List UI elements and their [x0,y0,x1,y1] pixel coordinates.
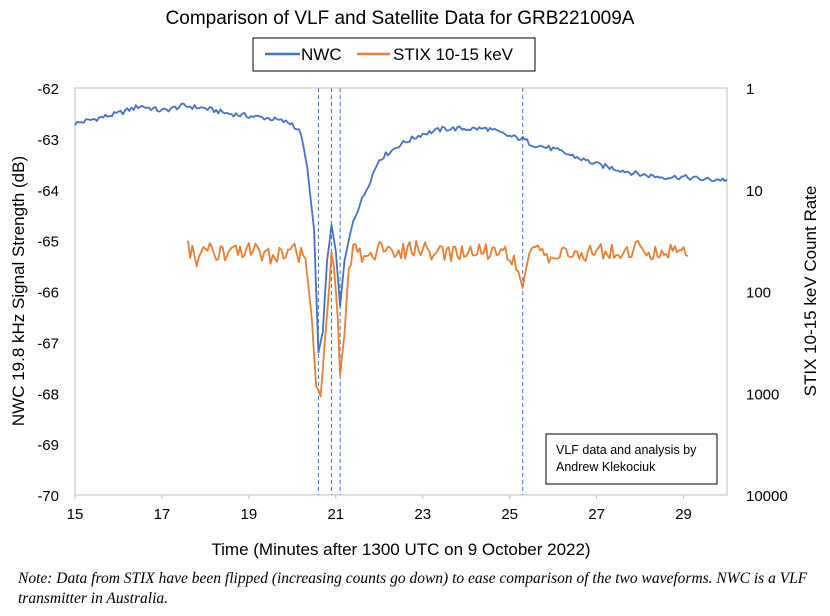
y-left-tick-label-0: -62 [37,81,59,98]
right-axis-ticks: 1 10 100 1000 10000 [746,81,788,505]
x-tick-label-4: 23 [414,506,431,523]
x-tick-label-5: 25 [501,506,518,523]
legend-label-stix: STIX 10-15 keV [393,45,514,64]
y-left-tick-label-2: -64 [37,183,59,200]
y-right-tick-label-2: 100 [746,285,771,302]
x-tick-label-7: 29 [675,506,692,523]
legend-label-nwc: NWC [301,45,342,64]
annotation-line-2: Andrew Klekociuk [556,460,656,474]
plot-area [74,87,728,496]
x-tick-label-0: 15 [67,506,84,523]
x-tick-label-3: 21 [327,506,344,523]
y-axis-label-left: NWC 19.8 kHz Signal Strength (dB) [9,156,28,426]
y-left-tick-label-3: -65 [37,234,59,251]
y-right-tick-label-0: 1 [746,81,754,98]
y-right-tick-label-4: 10000 [746,488,788,505]
annotation-line-1: VLF data and analysis by [556,443,697,457]
annotation-box: VLF data and analysis by Andrew Klekociuk [545,433,718,485]
vertical-markers [317,88,524,495]
annotation-frame [545,433,718,485]
x-tick-label-2: 19 [241,506,258,523]
y-left-tick-label-5: -67 [37,335,59,352]
x-axis-label: Time (Minutes after 1300 UTC on 9 Octobe… [211,540,590,559]
x-tick-label-6: 27 [588,506,605,523]
chart: Comparison of VLF and Satellite Data for… [9,8,820,559]
footnote: Note: Data from STIX have been flipped (… [18,570,808,607]
legend: NWC STIX 10-15 keV [252,37,536,72]
chart-title: Comparison of VLF and Satellite Data for… [166,8,635,29]
y-axis-label-right: STIX 10-15 keV Count Rate [801,186,820,397]
series-layer [74,102,728,398]
y-right-tick-label-3: 1000 [746,386,779,403]
y-left-tick-label-4: -66 [37,285,59,302]
y-right-tick-label-1: 10 [746,183,763,200]
y-left-tick-label-1: -63 [37,132,59,149]
series-line-stix [187,239,689,398]
series-line-nwc [74,102,728,354]
left-axis-ticks: -62 -63 -64 -65 -66 -67 -68 -69 -70 [37,81,59,505]
y-left-tick-label-7: -69 [37,437,59,454]
x-tick-label-1: 17 [154,506,171,523]
y-left-tick-label-6: -68 [37,386,59,403]
x-axis-ticks: 15 17 19 21 23 25 27 29 [67,495,692,523]
y-left-tick-label-8: -70 [37,488,59,505]
